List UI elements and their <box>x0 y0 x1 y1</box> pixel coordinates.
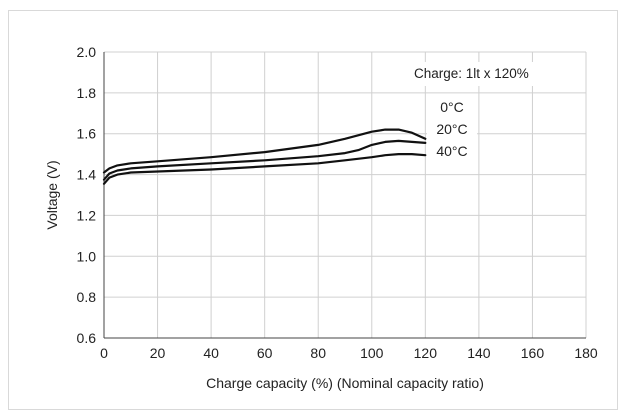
y-tick-label: 1.4 <box>77 167 97 183</box>
y-tick-label: 2.0 <box>77 44 97 60</box>
x-tick-label: 140 <box>467 345 491 361</box>
x-tick-label: 120 <box>414 345 438 361</box>
y-tick-label: 1.2 <box>77 207 97 223</box>
series-labels: 0°C 20°C 40°C <box>427 99 477 160</box>
series-label-background <box>427 143 477 160</box>
series-label: 40°C <box>436 143 467 159</box>
x-tick-label: 20 <box>150 345 166 361</box>
x-tick-label: 100 <box>360 345 384 361</box>
y-tick-labels: 0.6 0.8 1.0 1.2 1.4 1.6 1.8 2.0 <box>77 44 97 346</box>
series-line <box>102 139 427 181</box>
y-tick-label: 0.8 <box>77 289 97 305</box>
x-tick-label: 160 <box>521 345 545 361</box>
series-lines <box>102 128 427 185</box>
series-label: 20°C <box>436 121 467 137</box>
grid <box>103 51 587 339</box>
y-tick-label: 1.8 <box>77 85 97 101</box>
annotation: Charge: 1lt x 120% <box>414 66 529 81</box>
y-axis-label: Voltage (V) <box>44 160 60 229</box>
x-tick-label: 40 <box>203 345 219 361</box>
x-tick-label: 180 <box>574 345 598 361</box>
series-label-background <box>427 121 477 138</box>
series-label-background <box>427 99 477 116</box>
x-tick-label: 80 <box>310 345 326 361</box>
y-tick-label: 0.6 <box>77 330 97 346</box>
series-line <box>102 128 427 174</box>
x-tick-labels: 0 20 40 60 80 100 120 140 160 180 <box>100 345 598 361</box>
x-axis-label: Charge capacity (%) (Nominal capacity ra… <box>206 375 484 391</box>
y-tick-label: 1.6 <box>77 126 97 142</box>
y-tick-label: 1.0 <box>77 248 97 264</box>
series-label: 0°C <box>440 99 464 115</box>
annotation-background <box>410 62 578 86</box>
x-tick-label: 60 <box>257 345 273 361</box>
series-line <box>102 153 427 185</box>
axes <box>103 52 586 339</box>
x-tick-label: 0 <box>100 345 108 361</box>
